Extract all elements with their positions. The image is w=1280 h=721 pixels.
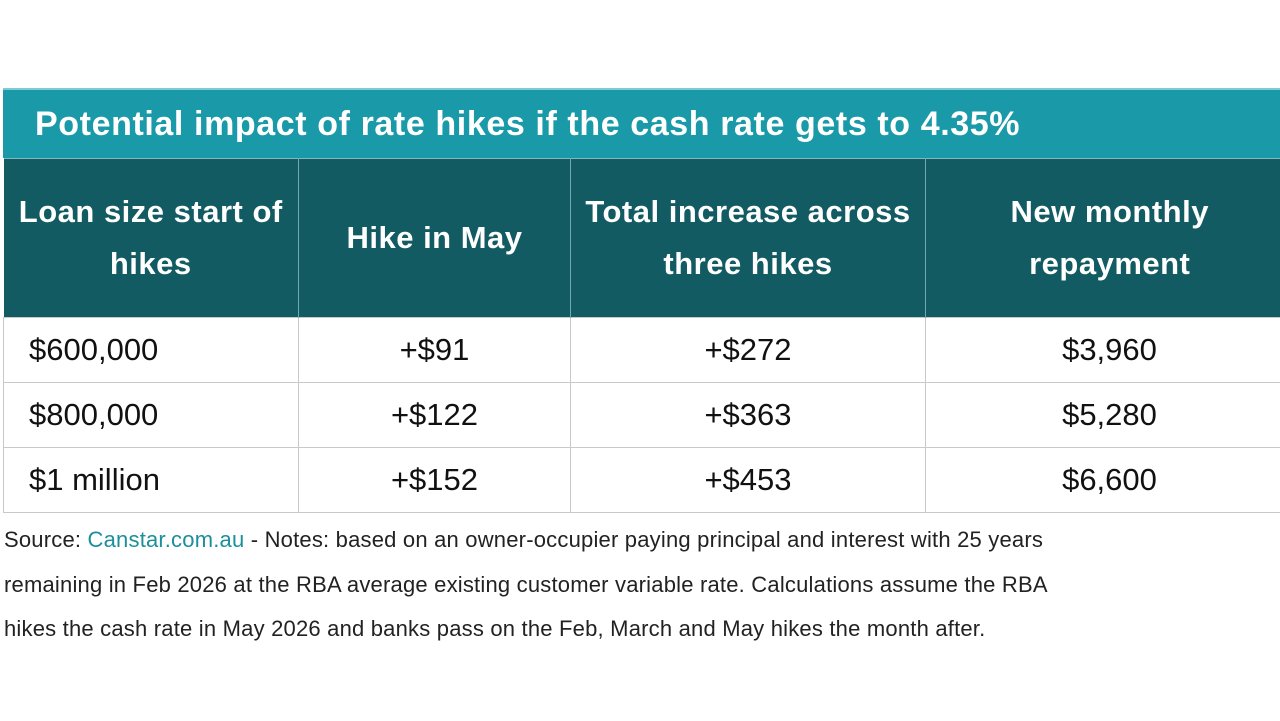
cell-hike-in-may: +$152 xyxy=(298,447,571,513)
table-row: $600,000 +$91 +$272 $3,960 xyxy=(3,317,1280,383)
cell-hike-in-may: +$122 xyxy=(298,382,571,448)
cell-total-increase: +$453 xyxy=(570,447,926,513)
cell-loan-size: $1 million xyxy=(3,447,299,513)
cropped-text-fragment xyxy=(850,36,1150,50)
cell-new-monthly-repayment: $5,280 xyxy=(925,382,1280,448)
table-title: Potential impact of rate hikes if the ca… xyxy=(3,88,1280,158)
header-row: Loan size start of hikes Hike in May Tot… xyxy=(3,158,1280,318)
source-label: Source: xyxy=(4,527,88,552)
rate-hike-table: Potential impact of rate hikes if the ca… xyxy=(3,88,1280,513)
cell-total-increase: +$363 xyxy=(570,382,926,448)
cell-total-increase: +$272 xyxy=(570,317,926,383)
header-new-monthly-repayment: New monthly repayment xyxy=(925,158,1280,318)
table-row: $800,000 +$122 +$363 $5,280 xyxy=(3,382,1280,448)
source-note-line-2: remaining in Feb 2026 at the RBA average… xyxy=(4,571,1048,597)
source-note-line-1: Source: Canstar.com.au - Notes: based on… xyxy=(4,518,1280,563)
cell-hike-in-may: +$91 xyxy=(298,317,571,383)
cell-new-monthly-repayment: $6,600 xyxy=(925,447,1280,513)
cell-new-monthly-repayment: $3,960 xyxy=(925,317,1280,383)
source-note: Source: Canstar.com.au - Notes: based on… xyxy=(4,518,1280,652)
header-total-increase: Total increase across three hikes xyxy=(570,158,926,318)
table-row: $1 million +$152 +$453 $6,600 xyxy=(3,447,1280,513)
cell-loan-size: $600,000 xyxy=(3,317,299,383)
cell-loan-size: $800,000 xyxy=(3,382,299,448)
header-loan-size: Loan size start of hikes xyxy=(3,158,299,318)
data-table: Loan size start of hikes Hike in May Tot… xyxy=(3,158,1280,513)
note-text-1: - Notes: based on an owner-occupier payi… xyxy=(244,527,1044,552)
header-hike-in-may: Hike in May xyxy=(298,158,571,318)
source-note-line-3: hikes the cash rate in May 2026 and bank… xyxy=(4,616,986,641)
source-link[interactable]: Canstar.com.au xyxy=(87,527,245,552)
